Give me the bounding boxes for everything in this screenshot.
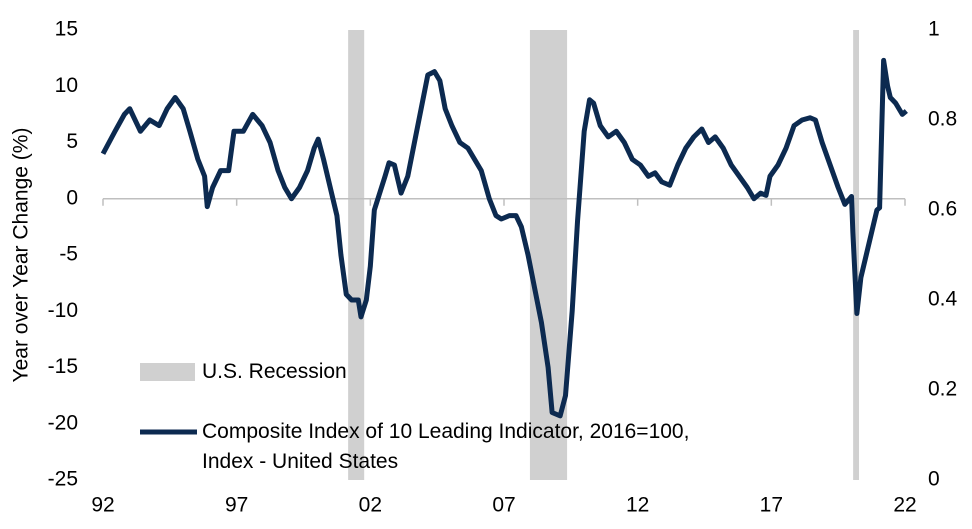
- y-tick-label: 15: [55, 18, 78, 41]
- y2-tick-label: 0.8: [928, 108, 957, 131]
- x-tick-label: 12: [626, 494, 649, 517]
- x-tick-label: 17: [760, 494, 783, 517]
- legend-recession-label: U.S. Recession: [202, 360, 347, 383]
- y-tick-label: -25: [48, 468, 78, 491]
- x-tick-label: 92: [91, 494, 114, 517]
- y-tick-label: -10: [48, 299, 78, 322]
- y-tick-label: 5: [66, 130, 78, 153]
- y-tick-label: 10: [55, 74, 78, 97]
- x-tick-label: 97: [225, 494, 248, 517]
- x-tick-label: 22: [893, 494, 916, 517]
- y-tick-label: -15: [48, 355, 78, 378]
- y-tick-label: 0: [66, 186, 78, 209]
- legend-line-label: Composite Index of 10 Leading Indicator,…: [202, 420, 690, 473]
- y2-tick-label: 0.4: [928, 288, 958, 311]
- y2-tick-label: 0.2: [928, 378, 957, 401]
- legend-recession-swatch: [140, 363, 195, 381]
- x-tick-label: 02: [359, 494, 382, 517]
- y2-tick-label: 0: [928, 468, 940, 491]
- x-tick-label: 07: [492, 494, 515, 517]
- y-axis-title: Year over Year Change (%): [10, 128, 33, 383]
- y2-tick-label: 1: [928, 18, 940, 41]
- series-line: [100, 57, 908, 419]
- y2-tick-label: 0.6: [928, 198, 957, 221]
- y-tick-label: -20: [48, 411, 78, 434]
- recession-band: [348, 30, 365, 480]
- y-tick-label: -5: [59, 243, 78, 266]
